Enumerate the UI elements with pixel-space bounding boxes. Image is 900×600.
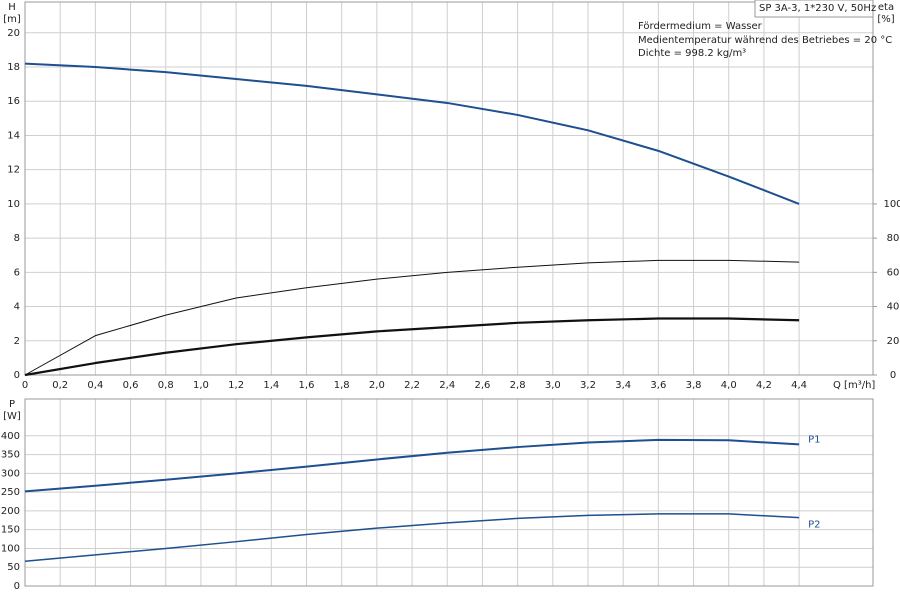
y-tick-label: 4 (14, 302, 20, 313)
note: Dichte = 998.2 kg/m³ (638, 48, 746, 59)
curve (24, 438, 800, 493)
x-tick-label: 2,0 (369, 380, 385, 391)
y-tick-label: 0 (14, 581, 20, 592)
x-tick-label: 0,6 (123, 380, 139, 391)
y-axis-unit: [W] (3, 411, 21, 422)
x-tick-label: 3,2 (580, 380, 596, 391)
note: Medientemperatur während des Betriebes =… (638, 35, 892, 46)
y-tick-label: 10 (7, 199, 20, 210)
x-tick-label: 0 (22, 380, 28, 391)
x-tick-label: 4,0 (721, 380, 737, 391)
x-tick-label: 3,4 (615, 380, 631, 391)
header: SP 3A-3, 1*230 V, 50Hz (759, 3, 876, 14)
x-tick-label: 1,4 (263, 380, 279, 391)
x-tick-label: 4,2 (756, 380, 772, 391)
y2-tick-label: 80 (887, 233, 900, 244)
x-tick-label: 3,0 (545, 380, 561, 391)
y2-tick-label: 100 (883, 199, 900, 210)
y-tick-label: 8 (14, 233, 20, 244)
plot-frame (24, 398, 874, 587)
x-label-bg (830, 378, 872, 392)
y2-tick-label: 0 (890, 370, 896, 381)
y-tick-label: 200 (1, 506, 20, 517)
y-tick-label: 16 (7, 96, 20, 107)
plot-frame (24, 1, 874, 376)
x-tick-label: 4,4 (791, 380, 807, 391)
x-tick-label: 0,8 (158, 380, 174, 391)
x-tick-label: 3,6 (650, 380, 666, 391)
x-tick-label: 2,6 (474, 380, 490, 391)
x-tick-label: 3,8 (686, 380, 702, 391)
note: Fördermedium = Wasser (638, 21, 763, 32)
y-axis-label: P (9, 399, 15, 410)
x-tick-label: 1,6 (299, 380, 315, 391)
y2-axis-unit: [%] (877, 14, 894, 25)
y2-tick-label: 20 (887, 336, 900, 347)
y-tick-label: 300 (1, 468, 20, 479)
curve (24, 513, 800, 562)
y-tick-label: 14 (7, 130, 20, 141)
x-tick-label: 0,2 (52, 380, 68, 391)
y-tick-label: 50 (7, 562, 20, 573)
y-tick-label: 350 (1, 450, 20, 461)
y-tick-label: 100 (1, 543, 20, 554)
header-box (754, 0, 874, 18)
y-tick-label: 400 (1, 431, 20, 442)
y2-tick-label: 40 (887, 302, 900, 313)
y-tick-label: 250 (1, 487, 20, 498)
y-tick-label: 6 (14, 267, 20, 278)
x-tick-label: 2,4 (439, 380, 455, 391)
curve (24, 259, 800, 376)
x-tick-label: 0,4 (87, 380, 103, 391)
y-tick-label: 18 (7, 62, 20, 73)
curve (24, 62, 800, 205)
y-tick-label: 20 (7, 28, 20, 39)
x-tick-label: 2,8 (510, 380, 526, 391)
series-label: P1 (808, 434, 820, 445)
y-tick-label: 2 (14, 336, 20, 347)
y-tick-label: 12 (7, 165, 20, 176)
x-tick-label: 1,2 (228, 380, 244, 391)
y2-tick-label: 60 (887, 267, 900, 278)
x-tick-label: 1,8 (334, 380, 350, 391)
y-tick-label: 150 (1, 525, 20, 536)
y-axis-label: H (8, 2, 16, 13)
curve (24, 317, 800, 377)
y2-axis-label: eta (878, 2, 894, 13)
x-tick-label: 1,0 (193, 380, 209, 391)
y-axis-unit: [m] (3, 14, 21, 25)
series-label: P2 (808, 520, 820, 531)
y-tick-label: 0 (14, 370, 20, 381)
x-axis-label: Q [m³/h] (833, 380, 875, 391)
x-tick-label: 2,2 (404, 380, 420, 391)
